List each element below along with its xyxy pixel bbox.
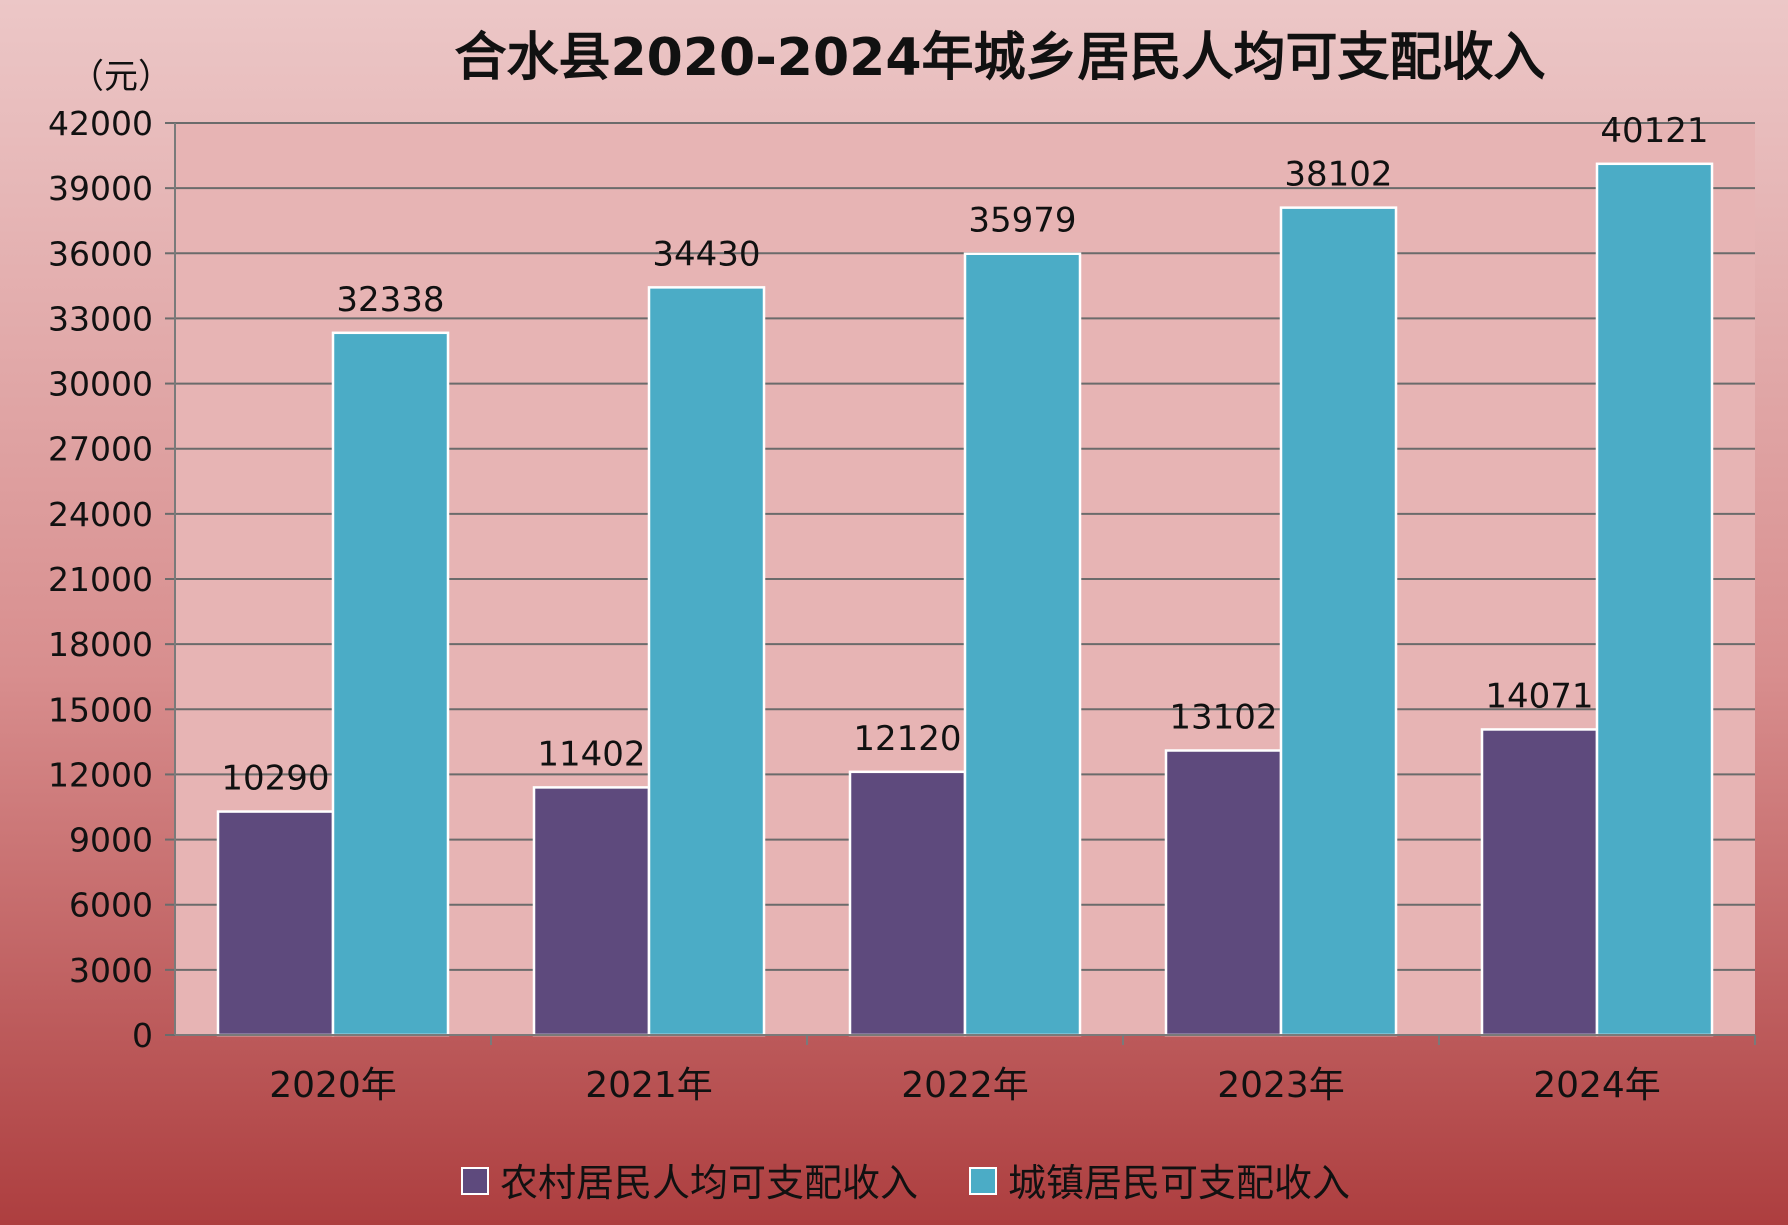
bar-rural — [848, 770, 967, 1037]
y-tick-label: 27000 — [48, 430, 153, 469]
data-label: 11402 — [537, 734, 645, 774]
bar-urban — [647, 286, 766, 1037]
y-tick-label: 30000 — [48, 365, 153, 404]
y-axis-unit-label: （元） — [70, 57, 172, 97]
data-label: 32338 — [336, 280, 444, 320]
x-tick-label: 2022年 — [901, 1065, 1029, 1106]
bar-rural — [1480, 728, 1599, 1037]
bar-urban — [1595, 162, 1714, 1037]
data-label: 35979 — [968, 201, 1076, 241]
y-tick-label: 15000 — [48, 690, 153, 729]
bar-urban — [331, 331, 450, 1037]
data-label: 40121 — [1600, 111, 1708, 151]
data-label: 10290 — [221, 759, 329, 799]
data-label: 12120 — [853, 719, 961, 759]
y-tick-label: 36000 — [48, 234, 153, 273]
legend-label-rural: 农村居民人均可支配收入 — [500, 1161, 918, 1205]
legend-swatch-rural — [461, 1167, 489, 1195]
bar-urban — [1279, 206, 1398, 1037]
legend-label-urban: 城镇居民可支配收入 — [1008, 1161, 1350, 1205]
x-tick-label: 2021年 — [585, 1065, 713, 1106]
chart-title: 合水县2020-2024年城乡居民人均可支配收入 — [454, 28, 1545, 88]
bars — [216, 162, 1714, 1037]
y-tick-label: 6000 — [69, 886, 153, 925]
data-label: 14071 — [1485, 676, 1593, 716]
y-tick-label: 3000 — [69, 951, 153, 990]
y-tick-label: 24000 — [48, 495, 153, 534]
data-label: 13102 — [1169, 697, 1277, 737]
x-tick-label: 2020年 — [269, 1065, 397, 1106]
y-tick-label: 0 — [132, 1016, 153, 1055]
y-tick-label: 21000 — [48, 560, 153, 599]
bar-rural — [216, 810, 335, 1037]
bar-urban — [963, 252, 1082, 1037]
y-tick-label: 33000 — [48, 299, 153, 338]
y-tick-label: 18000 — [48, 625, 153, 664]
data-labels: 10290 32338 11402 34430 12120 35979 13102 38102… — [221, 111, 1708, 799]
legend-swatch-urban — [969, 1167, 997, 1195]
y-tick-label: 9000 — [69, 821, 153, 860]
x-tick-label: 2024年 — [1533, 1065, 1661, 1106]
data-label: 38102 — [1284, 155, 1392, 195]
x-tick-label: 2023年 — [1217, 1065, 1345, 1106]
legend: 农村居民人均可支配收入 城镇居民可支配收入 — [461, 1161, 1350, 1205]
bar-rural — [1164, 749, 1283, 1037]
bar-rural — [532, 786, 651, 1037]
axes: 0 3000 6000 9000 12000 15000 18000 21000 24000 27… — [48, 104, 1756, 1106]
data-label: 34430 — [652, 234, 760, 274]
y-tick-label: 12000 — [48, 755, 153, 794]
y-tick-label: 42000 — [48, 104, 153, 143]
y-tick-label: 39000 — [48, 169, 153, 208]
